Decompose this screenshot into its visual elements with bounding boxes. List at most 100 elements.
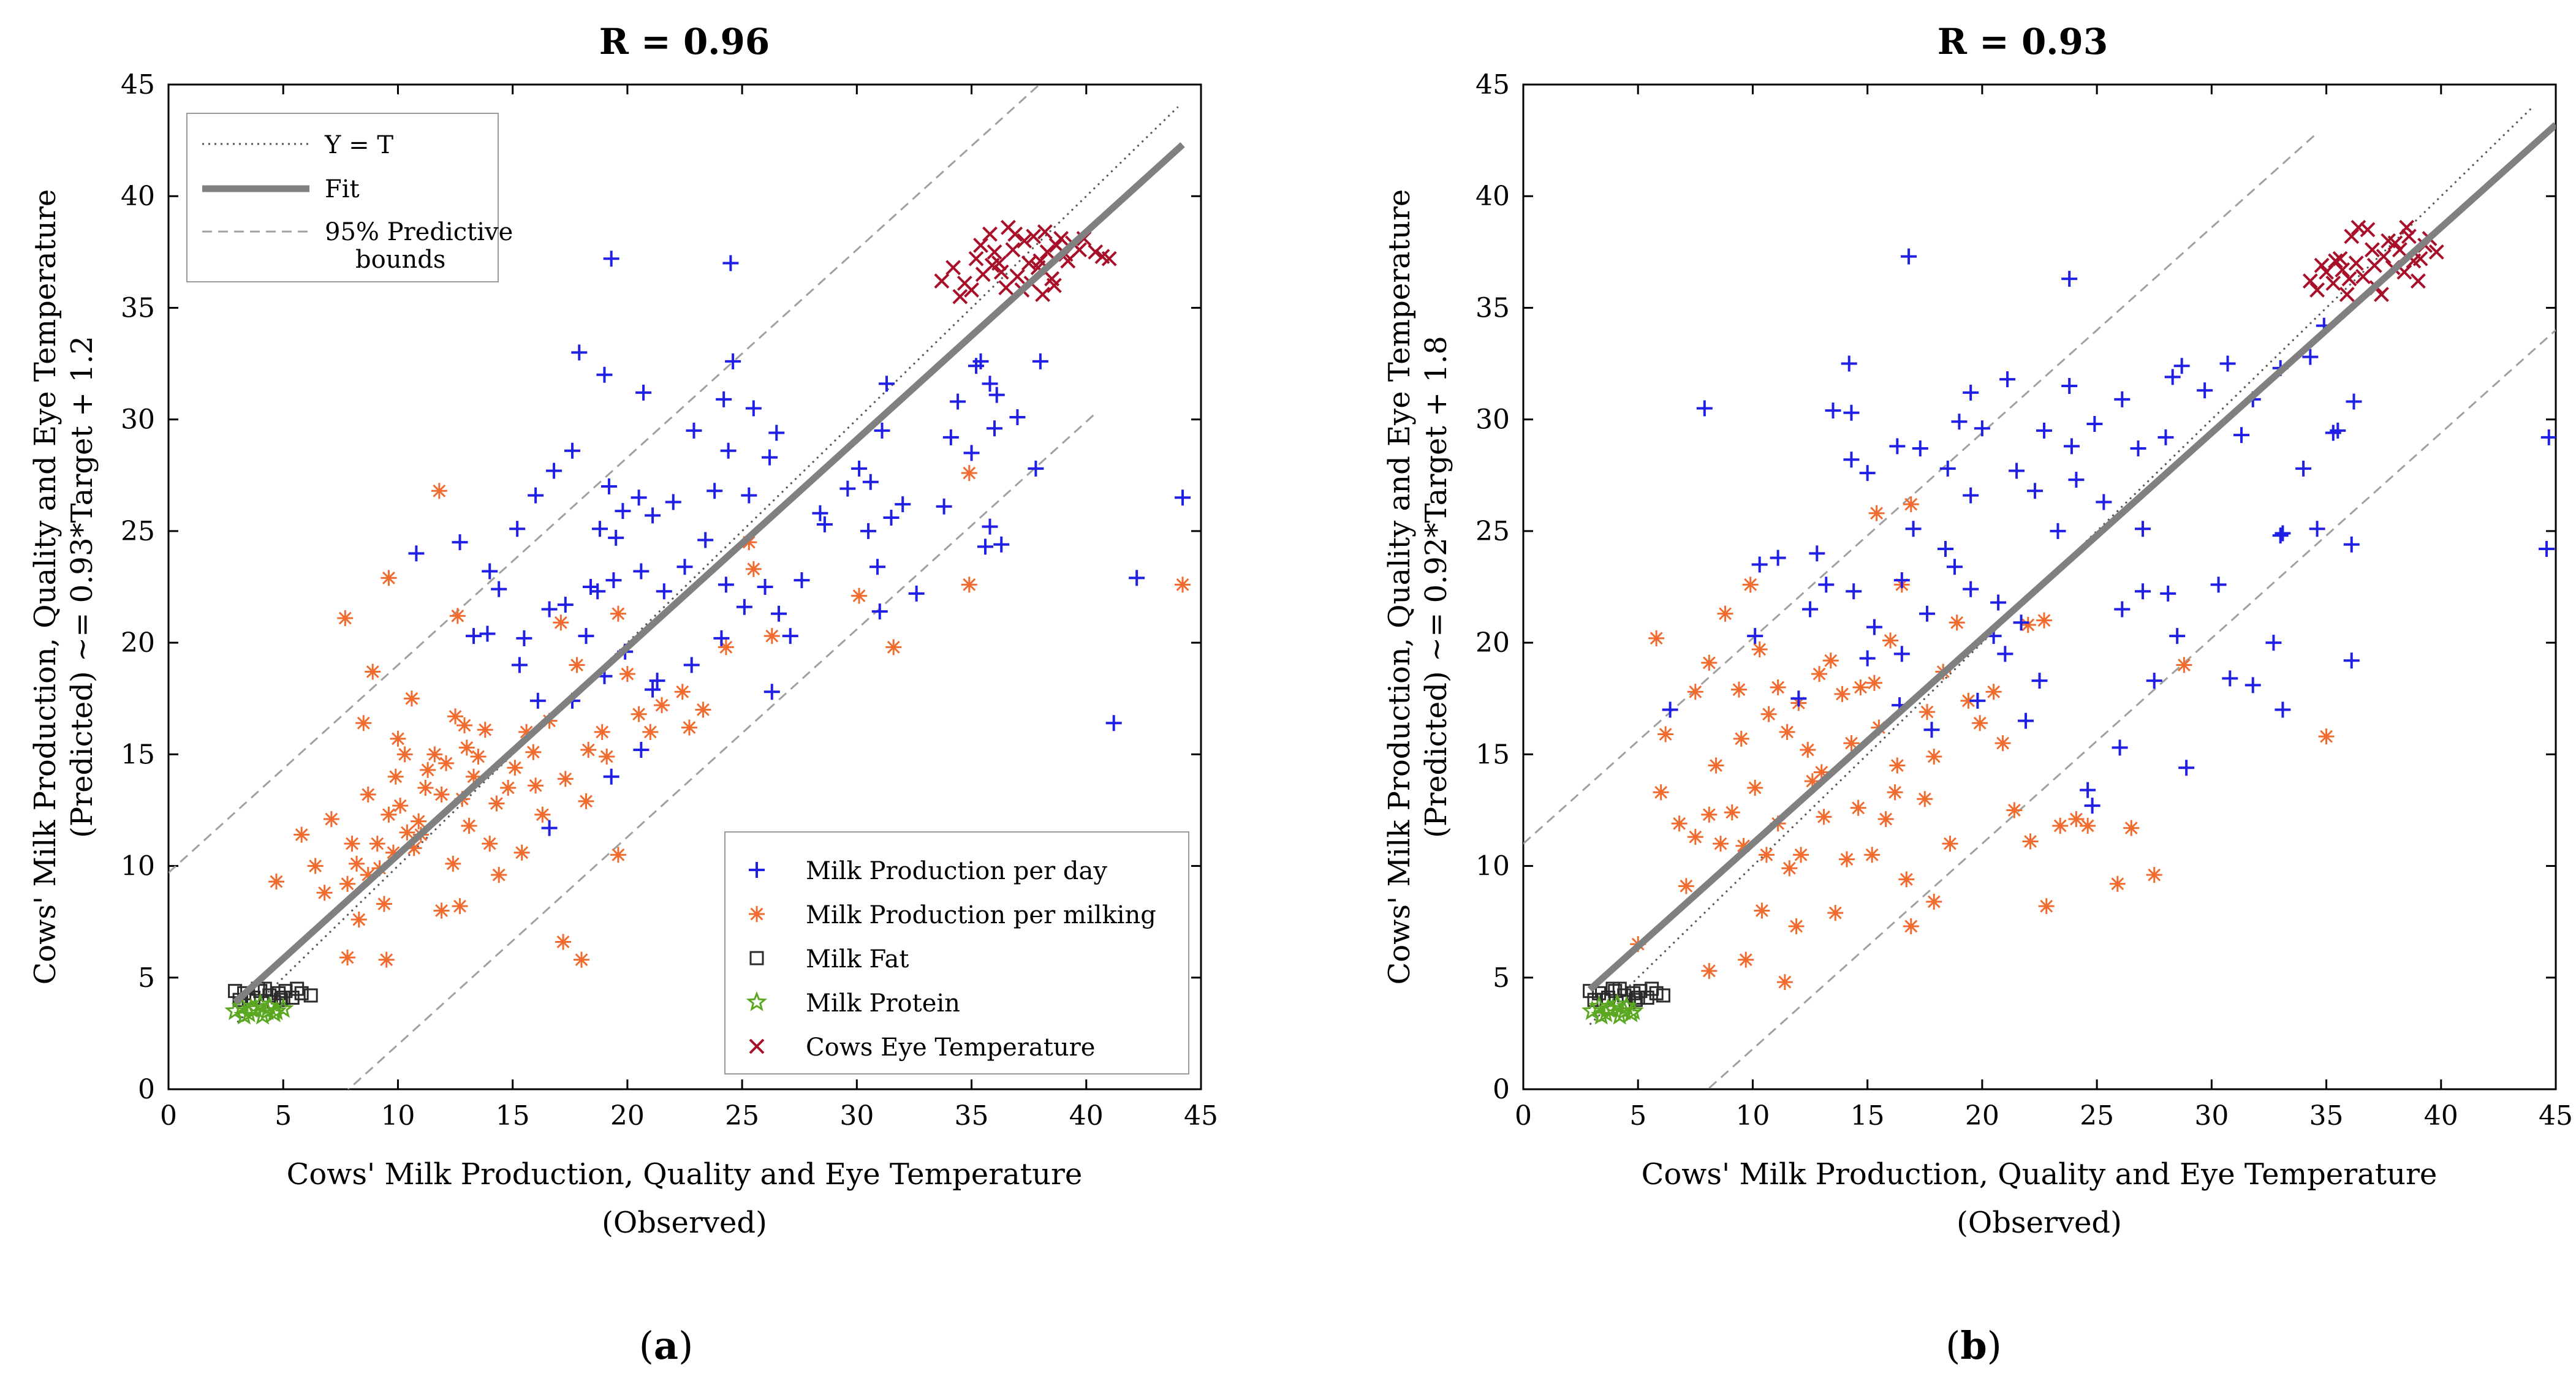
asterisk-marker (2068, 811, 2085, 828)
day-point (631, 489, 647, 506)
plus-marker (1009, 409, 1026, 426)
milking-point (557, 771, 574, 787)
upper-predictive-bound (1523, 134, 2316, 845)
plus-marker (452, 534, 468, 551)
day-point (528, 487, 544, 504)
asterisk-marker (1822, 652, 1839, 669)
eye-point (2387, 235, 2403, 251)
plus-marker (2343, 536, 2360, 553)
asterisk-marker (681, 719, 697, 736)
eye-point (964, 282, 979, 298)
star-marker (1620, 1002, 1642, 1022)
plus-marker (1893, 572, 1910, 589)
plus-marker (1859, 465, 1876, 482)
plus-marker (596, 366, 613, 383)
milking-point (1793, 847, 1809, 863)
lower-predictive-bound (1708, 329, 2556, 1089)
asterisk-marker (763, 628, 780, 644)
day-point (2135, 583, 2151, 600)
asterisk-marker (431, 483, 447, 499)
plus-marker (862, 474, 879, 490)
plus-marker (649, 673, 665, 689)
asterisk-marker (339, 875, 356, 892)
plus-marker (1818, 576, 1835, 593)
day-point (2160, 585, 2176, 602)
x-tick-label: 45 (2539, 1100, 2573, 1132)
asterisk-marker (851, 587, 868, 604)
star-marker (256, 1000, 278, 1021)
cross-marker (2302, 273, 2318, 289)
day-point (1028, 460, 1044, 477)
plus-marker (2330, 422, 2346, 439)
day-point (1105, 715, 1122, 731)
plus-marker (1990, 594, 2007, 611)
day-point (2346, 393, 2362, 410)
day-point (1969, 692, 1986, 709)
asterisk-marker (1903, 918, 1919, 934)
milking-point (1747, 780, 1763, 796)
milking-point (1717, 605, 1733, 622)
day-point (2222, 670, 2238, 687)
square-marker (303, 988, 318, 1003)
asterisk-marker (1742, 576, 1759, 593)
plus-marker (676, 559, 693, 575)
protein-point (1620, 1002, 1642, 1022)
cross-marker (973, 237, 988, 253)
milking-point (500, 780, 517, 796)
cross-marker (2366, 257, 2382, 273)
day-point (2086, 415, 2103, 432)
asterisk-marker (1751, 641, 1768, 658)
milking-point (433, 902, 450, 919)
milking-point (2146, 867, 2162, 883)
asterisk-marker (1917, 791, 1933, 807)
milking-point (1926, 893, 1942, 910)
day-point (1963, 384, 1979, 401)
cross-marker (2348, 255, 2364, 271)
cross-marker (993, 264, 1009, 280)
milking-point (534, 806, 551, 823)
day-point (2009, 463, 2025, 479)
eye-point (2399, 219, 2415, 235)
y-tick-label: 20 (1476, 627, 1510, 659)
y-tick-label: 25 (121, 516, 155, 547)
x-tick-label: 35 (2309, 1100, 2344, 1132)
plus-marker (589, 583, 606, 600)
y-tick-label: 30 (1476, 404, 1510, 436)
milking-point (399, 824, 415, 841)
milking-point (466, 768, 482, 785)
day-point (1751, 556, 1768, 573)
milking-point (555, 934, 572, 950)
day-point (635, 384, 652, 401)
legend-eye-marker (749, 1038, 765, 1054)
day-point (2068, 472, 2085, 488)
milking-point (344, 836, 360, 852)
plus-marker (529, 692, 546, 709)
day-point (2112, 739, 2128, 756)
milking-point (718, 639, 734, 655)
asterisk-marker (378, 951, 395, 968)
fat-point (294, 986, 309, 1000)
milking-point (447, 708, 464, 725)
asterisk-marker (349, 855, 365, 872)
day-point (1770, 550, 1786, 566)
eye-point (991, 255, 1007, 271)
asterisk-marker (1843, 735, 1860, 752)
asterisk-marker (718, 639, 734, 655)
asterisk-marker (619, 666, 635, 682)
plus-marker (2169, 628, 2186, 644)
asterisk-marker (1868, 505, 1885, 521)
plus-marker (2018, 712, 2034, 729)
plus-marker (2068, 472, 2085, 488)
asterisk-marker (1926, 893, 1942, 910)
milking-point (458, 739, 475, 756)
day-point (2063, 438, 2080, 455)
milking-point (390, 730, 406, 747)
asterisk-marker (406, 840, 422, 856)
milking-point (1735, 837, 1752, 854)
plus-marker (1866, 619, 1882, 635)
plus-marker (2245, 677, 2261, 693)
milking-point (1671, 815, 1688, 832)
day-point (963, 445, 980, 461)
y-tick-label: 15 (121, 739, 155, 770)
day-point (1175, 489, 1191, 506)
